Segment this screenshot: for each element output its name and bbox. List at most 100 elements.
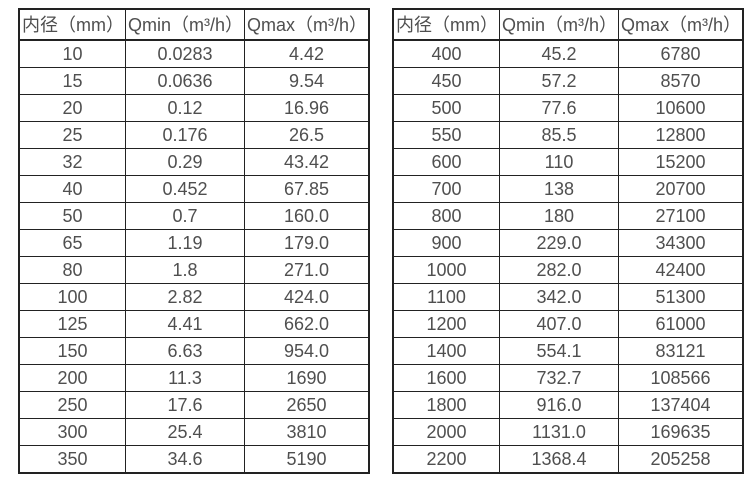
table-cell: 137404 <box>618 391 744 419</box>
table-cell: 271.0 <box>244 256 370 284</box>
table-cell: 600 <box>392 148 500 176</box>
table-cell: 77.6 <box>498 94 620 122</box>
table-cell: 169635 <box>618 418 744 446</box>
table-cell: 1200 <box>392 310 500 338</box>
table-row: 200 11.3 1690 <box>18 364 370 392</box>
table-cell: 61000 <box>618 310 744 338</box>
table-cell: 350 <box>18 445 126 474</box>
table-cell: 300 <box>18 418 126 446</box>
table-cell: 40 <box>18 175 126 203</box>
table-cell: 45.2 <box>498 39 620 68</box>
table-cell: 12800 <box>618 121 744 149</box>
table-cell: 407.0 <box>498 310 620 338</box>
table-cell: 1.8 <box>124 256 246 284</box>
table-cell: 0.12 <box>124 94 246 122</box>
table-cell: 2.82 <box>124 283 246 311</box>
table-row: 50 0.7 160.0 <box>18 202 370 230</box>
table-cell: 108566 <box>618 364 744 392</box>
table-cell: 85.5 <box>498 121 620 149</box>
table-cell: 1600 <box>392 364 500 392</box>
table-row: 10 0.0283 4.42 <box>18 39 370 68</box>
table-cell: 34.6 <box>124 445 246 474</box>
table-cell: 25.4 <box>124 418 246 446</box>
table-cell: 179.0 <box>244 229 370 257</box>
table-cell: 1.19 <box>124 229 246 257</box>
table-row: 900 229.0 34300 <box>392 229 744 257</box>
table-row: 65 1.19 179.0 <box>18 229 370 257</box>
table-cell: 20 <box>18 94 126 122</box>
table-cell: 9.54 <box>244 67 370 95</box>
table-cell: 43.42 <box>244 148 370 176</box>
table-row: 40 0.452 67.85 <box>18 175 370 203</box>
table-row: 1400 554.1 83121 <box>392 337 744 365</box>
table-cell: 0.0636 <box>124 67 246 95</box>
table-row: 15 0.0636 9.54 <box>18 67 370 95</box>
table-cell: 900 <box>392 229 500 257</box>
table-cell: 4.41 <box>124 310 246 338</box>
table-row: 125 4.41 662.0 <box>18 310 370 338</box>
header-diameter: 内径（mm） <box>18 8 126 41</box>
table-row: 700 138 20700 <box>392 175 744 203</box>
table-cell: 250 <box>18 391 126 419</box>
table-cell: 700 <box>392 175 500 203</box>
table-cell: 0.7 <box>124 202 246 230</box>
table-row: 500 77.6 10600 <box>392 94 744 122</box>
table-cell: 65 <box>18 229 126 257</box>
table-row: 550 85.5 12800 <box>392 121 744 149</box>
table-cell: 916.0 <box>498 391 620 419</box>
table-cell: 8570 <box>618 67 744 95</box>
table-cell: 662.0 <box>244 310 370 338</box>
header-qmax: Qmax（m³/h） <box>618 8 744 41</box>
table-row: 1000 282.0 42400 <box>392 256 744 284</box>
table-row: 2200 1368.4 205258 <box>392 445 744 474</box>
header-row: 内径（mm） Qmin（m³/h） Qmax（m³/h） <box>392 8 744 41</box>
header-diameter: 内径（mm） <box>392 8 500 41</box>
table-cell: 20700 <box>618 175 744 203</box>
table-cell: 27100 <box>618 202 744 230</box>
header-qmin: Qmin（m³/h） <box>124 8 246 41</box>
table-row: 250 17.6 2650 <box>18 391 370 419</box>
table-cell: 2650 <box>244 391 370 419</box>
table-cell: 50 <box>18 202 126 230</box>
table-cell: 2200 <box>392 445 500 474</box>
table-row: 1800 916.0 137404 <box>392 391 744 419</box>
table-cell: 25 <box>18 121 126 149</box>
table-cell: 11.3 <box>124 364 246 392</box>
table-cell: 16.96 <box>244 94 370 122</box>
table-cell: 26.5 <box>244 121 370 149</box>
table-cell: 1131.0 <box>498 418 620 446</box>
table-row: 32 0.29 43.42 <box>18 148 370 176</box>
spec-table-small-diameters: 内径（mm） Qmin（m³/h） Qmax（m³/h） 10 0.0283 4.4… <box>18 8 371 474</box>
table-cell: 125 <box>18 310 126 338</box>
header-qmax: Qmax（m³/h） <box>244 8 370 41</box>
table-cell: 2000 <box>392 418 500 446</box>
table-row: 350 34.6 5190 <box>18 445 370 474</box>
table-cell: 554.1 <box>498 337 620 365</box>
table-cell: 1690 <box>244 364 370 392</box>
table-cell: 57.2 <box>498 67 620 95</box>
header-qmin: Qmin（m³/h） <box>498 8 620 41</box>
table-row: 1600 732.7 108566 <box>392 364 744 392</box>
table-cell: 15 <box>18 67 126 95</box>
table-cell: 1100 <box>392 283 500 311</box>
table-cell: 200 <box>18 364 126 392</box>
table-cell: 1800 <box>392 391 500 419</box>
table-cell: 10 <box>18 39 126 68</box>
table-row: 2000 1131.0 169635 <box>392 418 744 446</box>
table-cell: 150 <box>18 337 126 365</box>
spec-table-large-diameters: 内径（mm） Qmin（m³/h） Qmax（m³/h） 400 45.2 6780… <box>392 8 745 474</box>
table-cell: 17.6 <box>124 391 246 419</box>
table-cell: 450 <box>392 67 500 95</box>
table-cell: 4.42 <box>244 39 370 68</box>
table-cell: 180 <box>498 202 620 230</box>
table-cell: 0.29 <box>124 148 246 176</box>
table-cell: 800 <box>392 202 500 230</box>
table-cell: 110 <box>498 148 620 176</box>
table-cell: 34300 <box>618 229 744 257</box>
table-row: 80 1.8 271.0 <box>18 256 370 284</box>
table-row: 1200 407.0 61000 <box>392 310 744 338</box>
table-cell: 83121 <box>618 337 744 365</box>
table-body: 10 0.0283 4.42 15 0.0636 9.54 20 0.12 16.96 25 0.1… <box>18 39 370 474</box>
table-cell: 0.0283 <box>124 39 246 68</box>
